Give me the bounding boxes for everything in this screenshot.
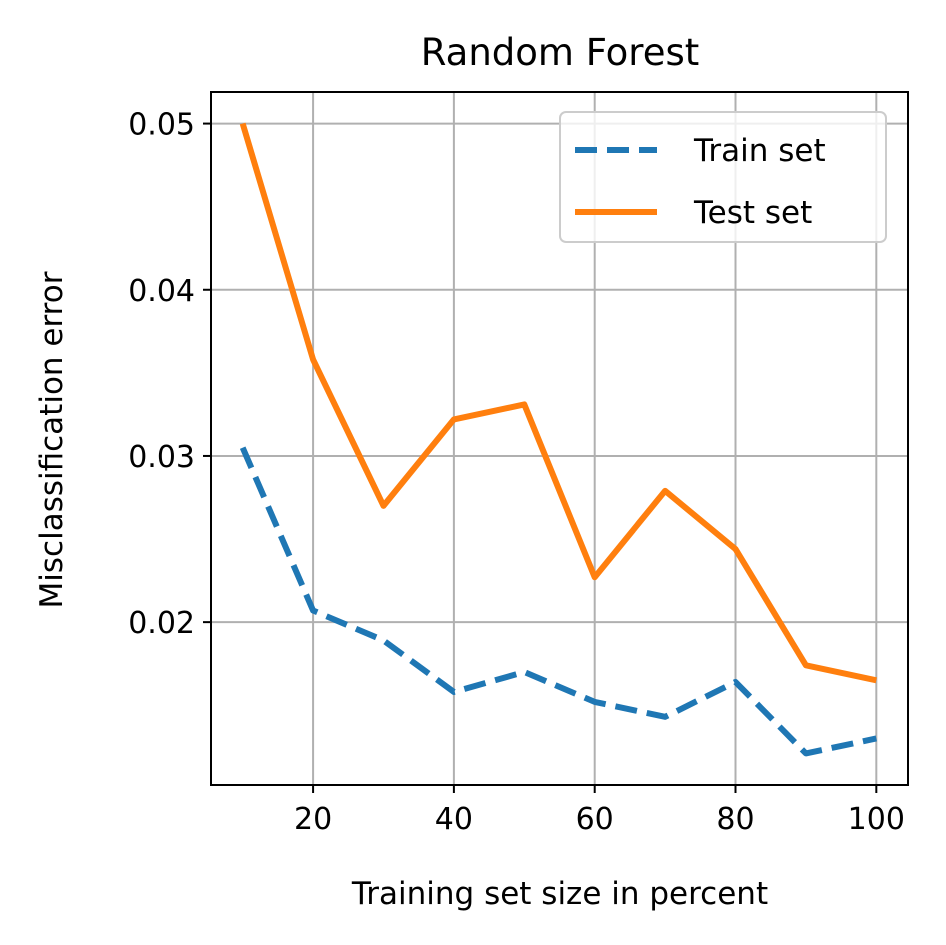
series-line-train-set bbox=[239, 446, 877, 757]
y-tick-label: 0.03 bbox=[128, 440, 195, 475]
x-axis-label: Training set size in percent bbox=[351, 876, 768, 912]
x-tick-label: 20 bbox=[294, 802, 332, 837]
plot-frame bbox=[210, 91, 909, 786]
y-tick-label: 0.02 bbox=[128, 606, 195, 641]
x-tick-label: 80 bbox=[716, 802, 754, 837]
series-line-test-set bbox=[239, 122, 877, 684]
legend-label: Train set bbox=[693, 133, 826, 169]
x-tick-label: 40 bbox=[435, 802, 473, 837]
y-tick-label: 0.05 bbox=[128, 108, 195, 143]
x-tick-label: 100 bbox=[848, 802, 905, 837]
series-layer bbox=[239, 122, 877, 757]
legend: Train set Test set bbox=[559, 111, 887, 243]
x-tick-label: 60 bbox=[576, 802, 614, 837]
chart-title: Random Forest bbox=[421, 31, 700, 74]
legend-label: Test set bbox=[693, 195, 812, 231]
y-axis: 0.02 0.03 0.04 0.05 bbox=[128, 108, 211, 641]
y-axis-label: Misclassification error bbox=[34, 271, 70, 608]
y-tick-label: 0.04 bbox=[128, 274, 195, 309]
x-axis: 20 40 60 80 100 bbox=[294, 785, 905, 837]
